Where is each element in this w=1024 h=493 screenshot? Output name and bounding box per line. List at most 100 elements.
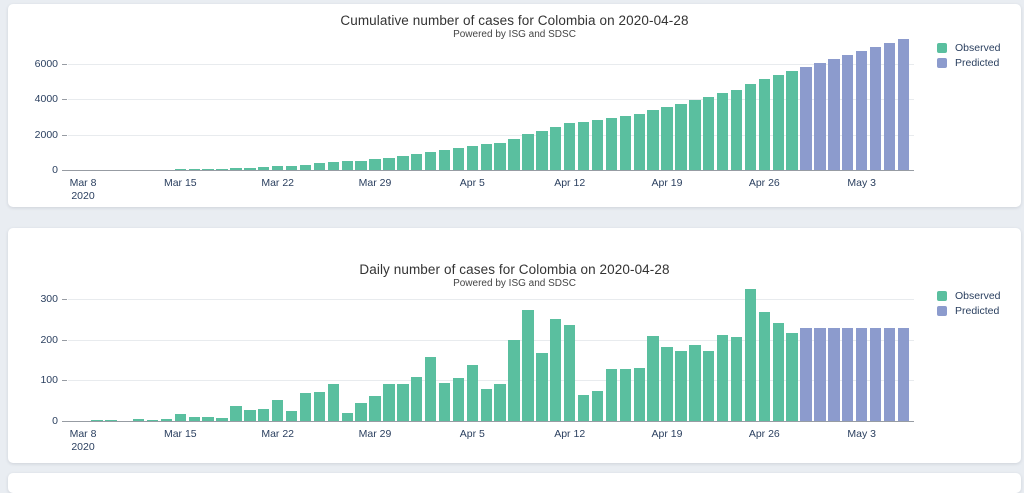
predicted-bar-apr-29[interactable] bbox=[800, 328, 811, 421]
observed-bar-apr-8[interactable] bbox=[508, 340, 519, 421]
observed-bar-apr-6[interactable] bbox=[481, 144, 492, 170]
observed-bar-apr-19[interactable] bbox=[661, 107, 672, 170]
observed-bar-apr-7[interactable] bbox=[494, 143, 505, 170]
observed-bar-apr-5[interactable] bbox=[467, 146, 478, 170]
observed-bar-apr-1[interactable] bbox=[411, 154, 422, 170]
observed-bar-apr-2[interactable] bbox=[425, 357, 436, 421]
observed-bar-apr-13[interactable] bbox=[578, 395, 589, 421]
predicted-bar-may-2[interactable] bbox=[842, 328, 853, 421]
observed-bar-apr-14[interactable] bbox=[592, 391, 603, 422]
observed-bar-apr-19[interactable] bbox=[661, 347, 672, 421]
observed-bar-mar-19[interactable] bbox=[230, 406, 241, 421]
predicted-bar-apr-29[interactable] bbox=[800, 67, 811, 170]
observed-bar-apr-25[interactable] bbox=[745, 84, 756, 170]
predicted-bar-may-3[interactable] bbox=[856, 51, 867, 170]
observed-bar-apr-16[interactable] bbox=[620, 369, 631, 421]
legend-item-predicted[interactable]: Predicted bbox=[937, 303, 1024, 318]
predicted-bar-may-6[interactable] bbox=[898, 328, 909, 421]
observed-bar-mar-26[interactable] bbox=[328, 384, 339, 421]
predicted-bar-apr-30[interactable] bbox=[814, 63, 825, 170]
x-tick-label-line: Apr 5 bbox=[442, 177, 502, 190]
observed-bar-apr-22[interactable] bbox=[703, 351, 714, 421]
observed-bar-apr-27[interactable] bbox=[773, 323, 784, 421]
observed-bar-apr-8[interactable] bbox=[508, 139, 519, 170]
predicted-bar-may-4[interactable] bbox=[870, 47, 881, 170]
observed-bar-apr-3[interactable] bbox=[439, 383, 450, 421]
observed-bar-mar-29[interactable] bbox=[369, 159, 380, 170]
observed-bar-mar-27[interactable] bbox=[342, 161, 353, 170]
observed-bar-apr-10[interactable] bbox=[536, 131, 547, 170]
legend-item-predicted[interactable]: Predicted bbox=[937, 55, 1024, 70]
observed-bar-apr-17[interactable] bbox=[634, 114, 645, 171]
observed-bar-apr-1[interactable] bbox=[411, 377, 422, 421]
observed-bar-mar-22[interactable] bbox=[272, 400, 283, 421]
observed-bar-mar-20[interactable] bbox=[244, 410, 255, 421]
observed-bar-mar-31[interactable] bbox=[397, 156, 408, 170]
observed-bar-apr-23[interactable] bbox=[717, 93, 728, 170]
observed-bar-apr-20[interactable] bbox=[675, 351, 686, 421]
predicted-bar-may-1[interactable] bbox=[828, 59, 839, 170]
observed-bar-apr-18[interactable] bbox=[647, 110, 658, 170]
observed-bar-apr-23[interactable] bbox=[717, 335, 728, 421]
observed-bar-mar-24[interactable] bbox=[300, 393, 311, 421]
observed-bar-apr-5[interactable] bbox=[467, 365, 478, 421]
observed-bar-mar-30[interactable] bbox=[383, 158, 394, 170]
observed-bar-apr-12[interactable] bbox=[564, 325, 575, 421]
observed-bar-mar-28[interactable] bbox=[355, 161, 366, 170]
observed-bar-mar-28[interactable] bbox=[355, 403, 366, 421]
observed-bar-mar-30[interactable] bbox=[383, 384, 394, 421]
observed-bar-apr-13[interactable] bbox=[578, 122, 589, 170]
predicted-bar-apr-30[interactable] bbox=[814, 328, 825, 421]
observed-bar-mar-27[interactable] bbox=[342, 413, 353, 421]
observed-bar-apr-17[interactable] bbox=[634, 368, 645, 421]
observed-bar-apr-15[interactable] bbox=[606, 369, 617, 421]
predicted-bar-may-5[interactable] bbox=[884, 328, 895, 421]
observed-bar-mar-29[interactable] bbox=[369, 396, 380, 421]
observed-bar-apr-18[interactable] bbox=[647, 336, 658, 421]
observed-bar-apr-2[interactable] bbox=[425, 152, 436, 170]
observed-bar-apr-10[interactable] bbox=[536, 353, 547, 421]
predicted-bar-may-6[interactable] bbox=[898, 39, 909, 170]
observed-bar-apr-22[interactable] bbox=[703, 97, 714, 170]
observed-bar-apr-27[interactable] bbox=[773, 75, 784, 170]
observed-bar-apr-9[interactable] bbox=[522, 134, 533, 170]
observed-bar-apr-25[interactable] bbox=[745, 289, 756, 421]
legend-item-observed[interactable]: Observed bbox=[937, 40, 1024, 55]
observed-bar-apr-24[interactable] bbox=[731, 90, 742, 170]
predicted-bar-may-3[interactable] bbox=[856, 328, 867, 421]
observed-bar-apr-24[interactable] bbox=[731, 337, 742, 421]
observed-bar-apr-16[interactable] bbox=[620, 116, 631, 170]
observed-bar-mar-25[interactable] bbox=[314, 392, 325, 421]
observed-bar-apr-21[interactable] bbox=[689, 100, 700, 170]
observed-bar-apr-11[interactable] bbox=[550, 127, 561, 170]
observed-bar-apr-7[interactable] bbox=[494, 384, 505, 421]
observed-bar-apr-3[interactable] bbox=[439, 150, 450, 170]
observed-bar-apr-26[interactable] bbox=[759, 312, 770, 421]
observed-bar-mar-31[interactable] bbox=[397, 384, 408, 421]
predicted-bar-may-5[interactable] bbox=[884, 43, 895, 170]
observed-bar-apr-20[interactable] bbox=[675, 104, 686, 170]
observed-bar-mar-26[interactable] bbox=[328, 162, 339, 170]
observed-bar-apr-14[interactable] bbox=[592, 120, 603, 170]
observed-bar-mar-15[interactable] bbox=[175, 414, 186, 421]
y-gridline bbox=[68, 64, 914, 65]
observed-bar-apr-15[interactable] bbox=[606, 118, 617, 170]
legend-item-observed[interactable]: Observed bbox=[937, 288, 1024, 303]
observed-bar-apr-4[interactable] bbox=[453, 378, 464, 421]
observed-swatch-icon bbox=[937, 291, 947, 301]
observed-bar-apr-11[interactable] bbox=[550, 319, 561, 421]
observed-bar-mar-21[interactable] bbox=[258, 409, 269, 421]
predicted-bar-may-4[interactable] bbox=[870, 328, 881, 421]
predicted-bar-may-1[interactable] bbox=[828, 328, 839, 421]
observed-bar-apr-28[interactable] bbox=[786, 71, 797, 170]
observed-bar-apr-28[interactable] bbox=[786, 333, 797, 421]
observed-bar-apr-21[interactable] bbox=[689, 345, 700, 421]
observed-bar-apr-12[interactable] bbox=[564, 123, 575, 170]
observed-bar-apr-9[interactable] bbox=[522, 310, 533, 421]
observed-bar-mar-25[interactable] bbox=[314, 163, 325, 170]
observed-bar-apr-4[interactable] bbox=[453, 148, 464, 170]
observed-bar-apr-26[interactable] bbox=[759, 79, 770, 170]
observed-bar-apr-6[interactable] bbox=[481, 389, 492, 421]
predicted-bar-may-2[interactable] bbox=[842, 55, 853, 170]
observed-bar-mar-23[interactable] bbox=[286, 411, 297, 421]
